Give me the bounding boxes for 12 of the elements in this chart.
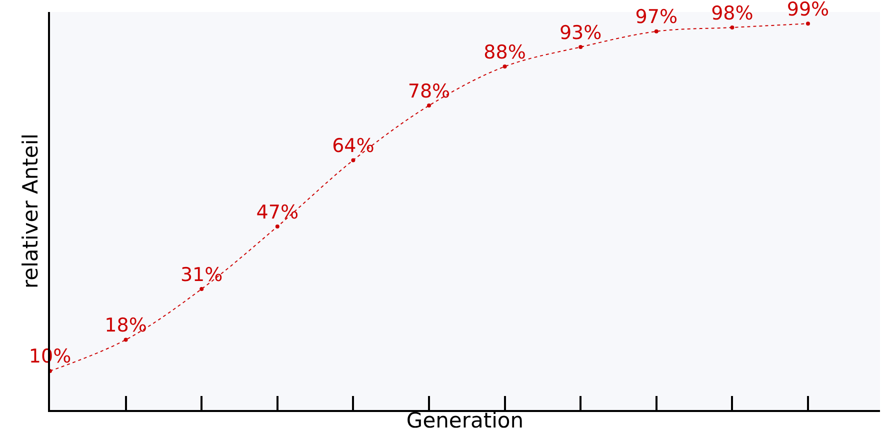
x-axis-title: Generation xyxy=(406,408,524,433)
data-label: 47% xyxy=(256,201,299,224)
data-label: 18% xyxy=(104,314,147,336)
data-label: 88% xyxy=(484,41,526,64)
data-label: 31% xyxy=(180,264,223,286)
y-axis-title: relativer Anteil xyxy=(18,133,43,289)
data-label: 99% xyxy=(786,0,830,20)
data-label: 93% xyxy=(559,22,602,44)
data-label: 98% xyxy=(711,2,754,24)
data-label: 64% xyxy=(332,134,374,157)
data-label: 78% xyxy=(408,80,450,102)
data-label: 97% xyxy=(635,6,678,28)
